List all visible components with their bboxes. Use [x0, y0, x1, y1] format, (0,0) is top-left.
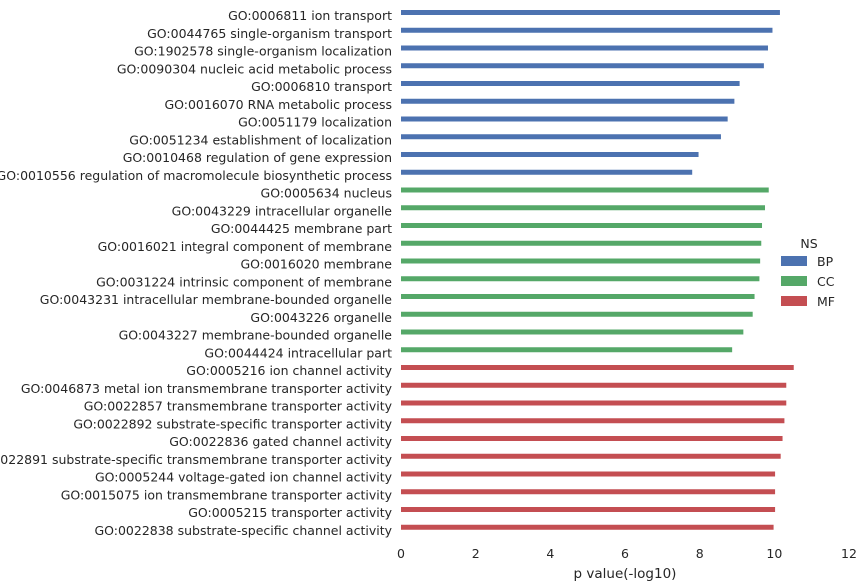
bar-cc — [401, 329, 744, 335]
category-label: GO:0031224 intrinsic component of membra… — [96, 274, 392, 289]
bar-mf — [401, 382, 787, 388]
category-label: GO:0051234 establishment of localization — [129, 132, 392, 147]
bar-mf — [401, 400, 787, 406]
category-label: GO:0022857 transmembrane transporter act… — [84, 399, 393, 414]
legend-label-mf: MF — [817, 294, 835, 309]
category-label: GO:0015075 ion transmembrane transporter… — [61, 487, 393, 502]
category-label: GO:0044424 intracellular part — [204, 345, 392, 360]
category-label: GO:0022891 substrate-specific transmembr… — [0, 452, 393, 467]
category-label: GO:0005215 transporter activity — [188, 505, 392, 520]
legend-swatch-mf — [781, 296, 807, 306]
category-label: GO:0044425 membrane part — [211, 221, 392, 236]
bar-bp — [401, 169, 693, 175]
bar-cc — [401, 223, 763, 228]
category-label: GO:0043229 intracellular organelle — [172, 203, 393, 218]
bar-cc — [401, 240, 762, 246]
bar-mf — [401, 453, 781, 459]
legend-swatch-cc — [781, 276, 807, 286]
bars — [401, 10, 794, 530]
bar-mf — [401, 418, 785, 424]
bar-cc — [401, 258, 761, 264]
x-tick-label: 6 — [621, 546, 629, 561]
category-label: GO:0016020 membrane — [240, 257, 392, 272]
category-labels: GO:0006811 ion transport GO:0044765 singl… — [0, 8, 393, 538]
category-label: GO:0046873 metal ion transmembrane trans… — [21, 381, 393, 396]
x-tick-label: 0 — [397, 546, 405, 561]
category-label: GO:0043226 organelle — [250, 310, 392, 325]
bar-bp — [401, 63, 764, 69]
legend-label-bp: BP — [817, 254, 834, 269]
x-axis-ticks: 0 2 4 6 8 10 12 — [397, 546, 857, 561]
category-label: GO:0006811 ion transport — [228, 8, 392, 23]
bar-bp — [401, 152, 699, 157]
legend-label-cc: CC — [817, 274, 835, 289]
bar-bp — [401, 116, 728, 122]
category-label: GO:0005244 voltage-gated ion channel act… — [95, 470, 393, 485]
x-tick-label: 10 — [766, 546, 782, 561]
category-label: GO:0005216 ion channel activity — [186, 363, 392, 378]
category-label: GO:0016070 RNA metabolic process — [164, 97, 392, 112]
category-label: GO:0022838 substrate-specific channel ac… — [94, 523, 392, 538]
category-label: GO:0051179 localization — [238, 115, 392, 130]
bar-mf — [401, 524, 774, 530]
x-tick-label: 12 — [841, 546, 857, 561]
category-label: GO:0043231 intracellular membrane-bounde… — [40, 292, 393, 307]
bar-mf — [401, 489, 776, 495]
category-label: GO:0005634 nucleus — [261, 186, 392, 201]
category-label: GO:0090304 nucleic acid metabolic proces… — [117, 61, 392, 76]
category-label: GO:0010468 regulation of gene expression — [123, 150, 392, 165]
x-tick-label: 8 — [696, 546, 704, 561]
bar-cc — [401, 347, 733, 353]
legend-title: NS — [800, 236, 817, 251]
x-tick-label: 2 — [472, 546, 480, 561]
category-label: GO:0043227 membrane-bounded organelle — [119, 328, 393, 343]
bar-cc — [401, 276, 760, 282]
x-axis-title: p value(-log10) — [574, 566, 677, 582]
legend: NS BP CC MF — [781, 236, 835, 309]
bar-mf — [401, 507, 776, 512]
bar-bp — [401, 98, 735, 104]
category-label: GO:1902578 single-organism localization — [134, 44, 392, 59]
x-tick-label: 4 — [546, 546, 554, 561]
bar-mf — [401, 436, 783, 441]
legend-swatch-bp — [781, 256, 807, 266]
bar-bp — [401, 10, 780, 15]
category-label: GO:0022836 gated channel activity — [169, 434, 392, 449]
category-label: GO:0006810 transport — [251, 79, 392, 94]
bar-bp — [401, 27, 773, 33]
bar-bp — [401, 45, 768, 51]
bar-cc — [401, 311, 753, 317]
bar-bp — [401, 81, 740, 86]
category-label: GO:0022892 substrate-specific transporte… — [73, 416, 392, 431]
bar-cc — [401, 187, 769, 193]
category-label: GO:0016021 integral component of membran… — [98, 239, 393, 254]
bar-mf — [401, 471, 776, 477]
bar-bp — [401, 134, 721, 140]
bar-cc — [401, 294, 755, 299]
bar-cc — [401, 205, 765, 211]
category-label: GO:0044765 single-organism transport — [147, 26, 392, 41]
category-label: GO:0010556 regulation of macromolecule b… — [0, 168, 392, 183]
bar-mf — [401, 365, 794, 370]
